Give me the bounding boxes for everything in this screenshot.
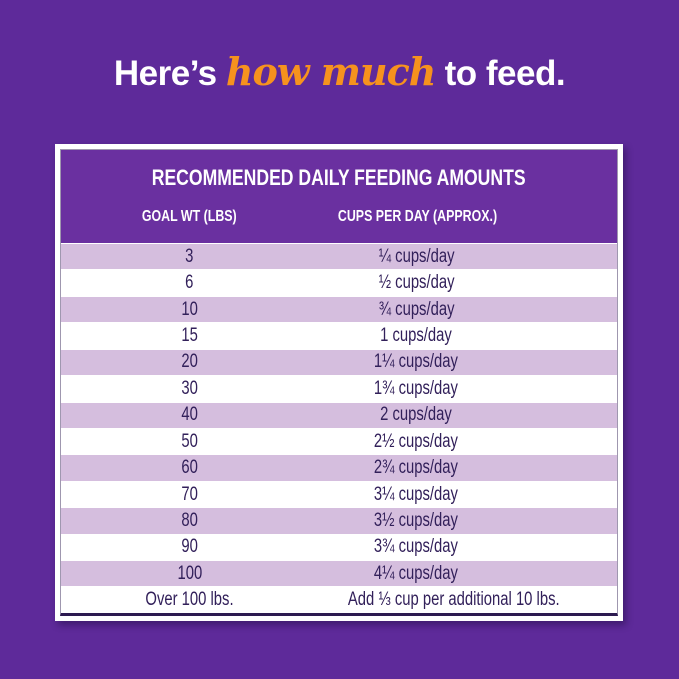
cups-per-day-cell: 2 cups/day [380, 404, 453, 426]
table-row: 15 1 cups/day [61, 323, 617, 349]
heading-highlight: how much [225, 49, 437, 94]
table-row: 60 2¾ cups/day [61, 454, 617, 482]
heading-suffix: to feed. [435, 54, 566, 93]
cups-per-day-cell: 3¾ cups/day [374, 536, 459, 558]
table-row: 100 4¼ cups/day [61, 560, 617, 588]
cups-per-day-cell: 2½ cups/day [374, 430, 459, 452]
goal-weight-cell: 90 [181, 536, 198, 558]
page-title: Here’s how much to feed. [0, 50, 679, 96]
feeding-table-card: RECOMMENDED DAILY FEEDING AMOUNTS GOAL W… [55, 144, 623, 621]
goal-weight-cell: 50 [181, 430, 198, 452]
cups-per-day-cell: ¼ cups/day [378, 245, 455, 267]
goal-weight-cell: 10 [181, 298, 198, 320]
cups-per-day-cell: 1 cups/day [380, 324, 453, 346]
table-row: 3 ¼ cups/day [61, 243, 617, 271]
table-row: 20 1¼ cups/day [61, 348, 617, 377]
goal-weight-cell: 6 [185, 272, 194, 294]
cups-per-day-cell: Add ⅓ cup per additional 10 lbs. [347, 589, 560, 611]
goal-weight-cell: 80 [181, 509, 198, 531]
table-row: 10 ¾ cups/day [61, 295, 617, 324]
goal-weight-cell: Over 100 lbs. [145, 589, 234, 611]
goal-weight-cell: 40 [181, 404, 198, 426]
goal-weight-cell: 3 [185, 245, 194, 267]
table-row: 40 2 cups/day [61, 401, 617, 429]
goal-weight-cell: 60 [181, 457, 198, 479]
cups-per-day-cell: ½ cups/day [378, 272, 455, 294]
table-header: RECOMMENDED DAILY FEEDING AMOUNTS GOAL W… [61, 150, 617, 243]
column-header-goal-wt: GOAL WT (LBS) [142, 208, 237, 225]
goal-weight-cell: 15 [181, 324, 198, 346]
table-title: RECOMMENDED DAILY FEEDING AMOUNTS [61, 165, 617, 191]
heading-prefix: Here’s [113, 54, 226, 93]
table-row: 80 3½ cups/day [61, 507, 617, 535]
column-headers: GOAL WT (LBS) CUPS PER DAY (APPROX.) [61, 208, 617, 226]
cups-per-day-cell: 1¾ cups/day [374, 377, 459, 399]
cups-per-day-cell: 2¾ cups/day [374, 457, 459, 479]
cups-per-day-cell: 3½ cups/day [374, 509, 459, 531]
table-row: 6 ½ cups/day [61, 270, 617, 296]
cups-per-day-cell: 3¼ cups/day [374, 483, 459, 505]
table-row: 30 1¾ cups/day [61, 376, 617, 402]
goal-weight-cell: 30 [181, 377, 198, 399]
goal-weight-cell: 70 [181, 483, 198, 505]
table-row: Over 100 lbs. Add ⅓ cup per additional 10… [61, 587, 617, 613]
cups-per-day-cell: 1¼ cups/day [374, 351, 459, 373]
table-row: 90 3¾ cups/day [61, 534, 617, 561]
feeding-table: RECOMMENDED DAILY FEEDING AMOUNTS GOAL W… [60, 149, 618, 616]
column-header-cups-per-day: CUPS PER DAY (APPROX.) [337, 208, 497, 225]
cups-per-day-cell: ¾ cups/day [378, 298, 455, 320]
table-title-text: RECOMMENDED DAILY FEEDING AMOUNTS [152, 165, 526, 190]
cups-per-day-cell: 4¼ cups/day [374, 562, 459, 584]
table-row: 70 3¼ cups/day [61, 481, 617, 508]
table-row: 50 2½ cups/day [61, 428, 617, 455]
goal-weight-cell: 20 [181, 351, 198, 373]
column-header-spacer [515, 208, 617, 226]
goal-weight-cell: 100 [177, 562, 202, 584]
